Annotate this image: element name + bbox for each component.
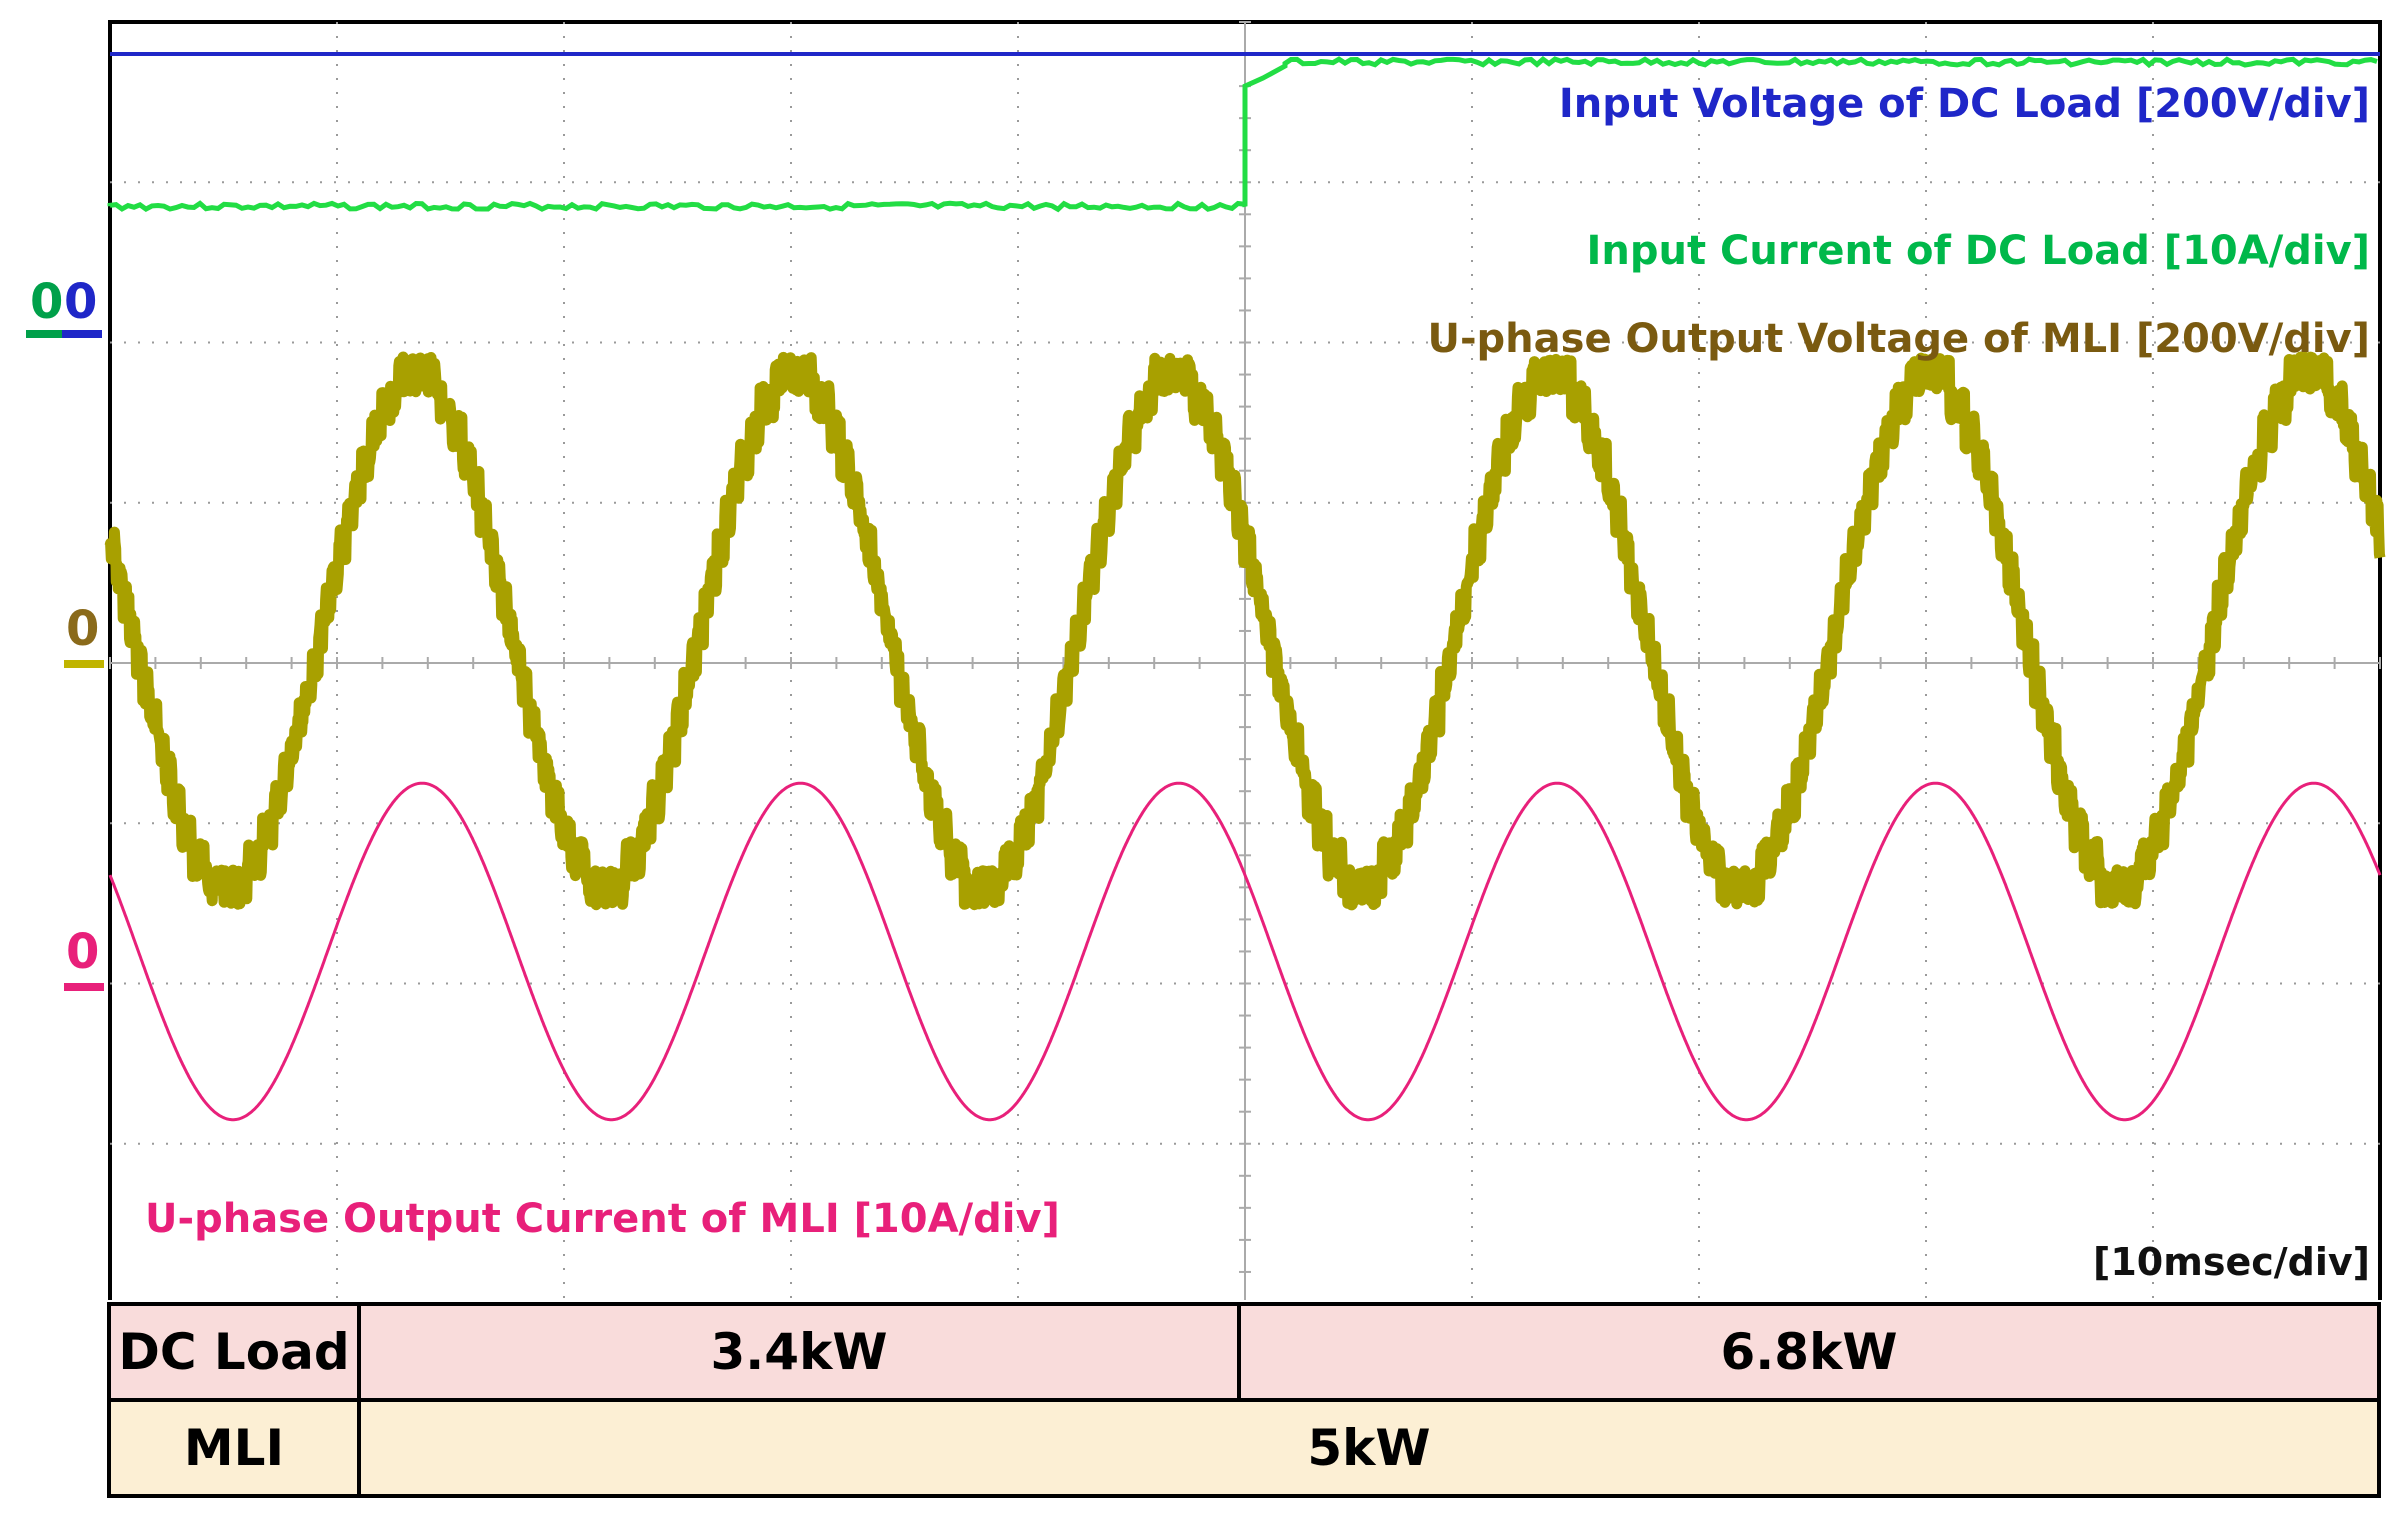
ground-marker-current: 0 [30,274,63,330]
mli-label: MLI [107,1398,361,1498]
traces [104,52,2386,1122]
series-label-input-current: Input Current of DC Load [10A/div] [1587,228,2370,274]
load-table: DC Load 3.4kW 6.8kW MLI 5kW [107,1302,2381,1498]
ground-marker-current-bar [26,330,62,338]
dc-load-label: DC Load [107,1302,361,1402]
oscilloscope-chart: Input Voltage of DC Load [200V/div] Inpu… [26,20,2386,1300]
ground-marker-voltage-bar [62,330,102,338]
trace-input-current [107,55,2378,213]
dc-load-after: 6.8kW [1237,1302,2381,1402]
mli-row: MLI 5kW [107,1398,2381,1498]
trace-output-voltage [104,351,2386,911]
time-scale-label: [10msec/div] [2093,1240,2370,1284]
dc-load-row: DC Load 3.4kW 6.8kW [107,1302,2381,1402]
trace-output-current [108,781,2382,1122]
ground-marker-mli-current: 0 [66,924,99,980]
ground-marker-voltage: 0 [64,274,97,330]
series-label-output-current: U-phase Output Current of MLI [10A/div] [145,1196,1060,1242]
ground-marker-mli-current-bar [64,983,104,991]
mli-value: 5kW [357,1398,2381,1498]
ground-marker-mli-voltage-bar [64,660,104,668]
series-label-input-voltage: Input Voltage of DC Load [200V/div] [1559,81,2370,127]
series-label-output-voltage: U-phase Output Voltage of MLI [200V/div] [1427,316,2370,362]
dc-load-before: 3.4kW [357,1302,1241,1402]
ground-marker-mli-voltage: 0 [66,601,99,657]
